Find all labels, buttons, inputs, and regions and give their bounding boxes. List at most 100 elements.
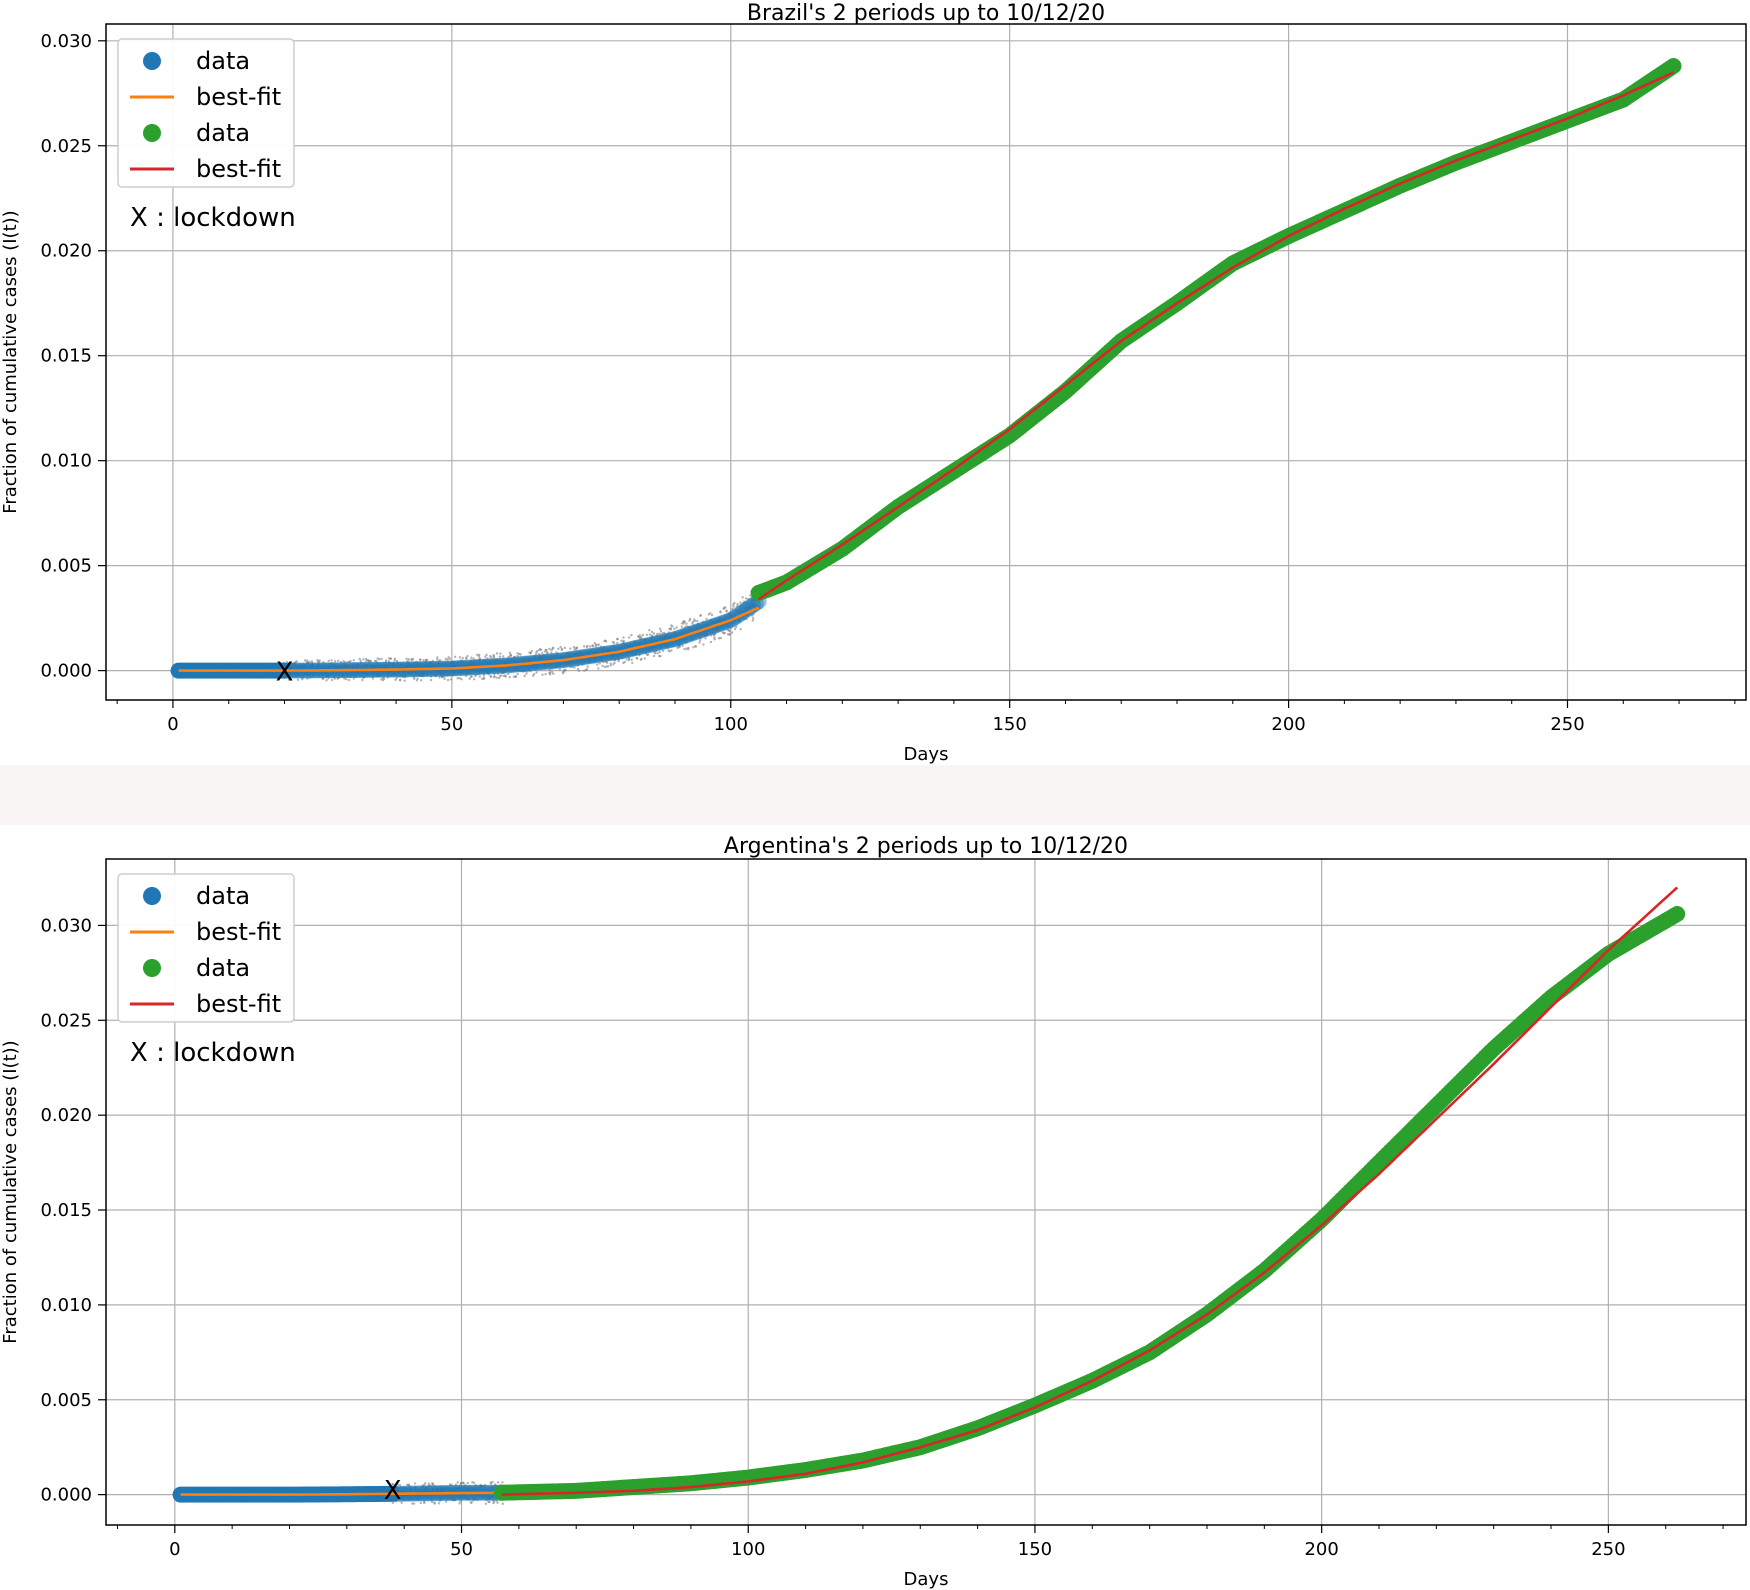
error-point bbox=[659, 635, 663, 639]
error-point bbox=[691, 638, 694, 641]
error-point bbox=[486, 657, 489, 660]
y-tick-label: 0.010 bbox=[40, 451, 92, 472]
error-point bbox=[548, 647, 551, 651]
error-point bbox=[516, 672, 519, 676]
error-point bbox=[736, 605, 739, 608]
error-point bbox=[627, 644, 630, 647]
error-point bbox=[480, 1484, 484, 1488]
error-point bbox=[594, 645, 598, 648]
error-point bbox=[699, 625, 702, 629]
error-point bbox=[303, 673, 306, 676]
error-point bbox=[501, 1502, 505, 1505]
error-point bbox=[413, 1495, 417, 1499]
error-point bbox=[423, 1495, 426, 1498]
x-tick-label: 150 bbox=[1018, 1539, 1052, 1560]
error-point bbox=[407, 672, 411, 675]
error-point bbox=[745, 617, 748, 621]
error-point bbox=[573, 648, 576, 651]
error-point bbox=[638, 653, 641, 657]
error-point bbox=[751, 605, 755, 608]
error-point bbox=[434, 674, 437, 678]
error-point bbox=[423, 1487, 426, 1491]
error-point bbox=[459, 1500, 462, 1503]
error-point bbox=[460, 678, 463, 681]
error-point bbox=[591, 656, 594, 660]
error-point bbox=[630, 658, 633, 661]
error-point bbox=[746, 614, 750, 617]
error-point bbox=[706, 634, 709, 637]
error-point bbox=[296, 678, 300, 681]
error-point bbox=[457, 661, 461, 664]
error-point bbox=[640, 638, 644, 641]
error-point bbox=[695, 627, 699, 631]
plot-frame bbox=[105, 858, 1747, 1526]
x-tick-label: 50 bbox=[440, 714, 463, 735]
legend-marker bbox=[143, 887, 161, 905]
error-point bbox=[536, 663, 539, 667]
error-point bbox=[535, 666, 538, 670]
error-point bbox=[629, 644, 632, 647]
error-point bbox=[354, 675, 358, 679]
error-point bbox=[429, 1484, 432, 1487]
error-point bbox=[543, 655, 546, 658]
error-point bbox=[694, 645, 698, 648]
error-point bbox=[419, 1501, 422, 1505]
error-point bbox=[727, 624, 730, 628]
error-point bbox=[539, 648, 543, 652]
error-point bbox=[680, 622, 684, 625]
plot-area bbox=[170, 57, 1682, 682]
error-point bbox=[344, 670, 348, 674]
error-point bbox=[617, 654, 621, 657]
error-point bbox=[540, 651, 544, 655]
error-point bbox=[739, 610, 742, 614]
error-point bbox=[693, 628, 696, 631]
error-point bbox=[704, 637, 707, 640]
error-point bbox=[375, 674, 378, 677]
error-point bbox=[666, 646, 669, 649]
error-point bbox=[671, 625, 674, 628]
error-point bbox=[551, 667, 554, 670]
error-point bbox=[514, 674, 517, 678]
error-point bbox=[702, 643, 705, 646]
error-point bbox=[634, 641, 637, 644]
error-point bbox=[714, 621, 718, 624]
error-point bbox=[712, 619, 716, 623]
error-point bbox=[453, 1498, 456, 1502]
error-point bbox=[402, 1498, 405, 1501]
error-point bbox=[548, 668, 552, 671]
error-point bbox=[425, 1496, 429, 1499]
error-point bbox=[287, 678, 291, 681]
x-tick-label: 250 bbox=[1550, 714, 1584, 735]
error-point bbox=[669, 628, 672, 631]
error-point bbox=[752, 612, 755, 616]
error-point bbox=[454, 1495, 458, 1498]
error-point bbox=[339, 665, 343, 669]
error-point bbox=[308, 676, 312, 679]
error-point bbox=[392, 662, 395, 666]
error-point bbox=[403, 675, 407, 679]
error-point bbox=[537, 653, 541, 656]
error-point bbox=[403, 679, 406, 682]
error-point bbox=[589, 649, 592, 653]
error-point bbox=[448, 657, 452, 660]
error-point bbox=[437, 662, 440, 665]
error-point bbox=[751, 598, 754, 601]
error-point bbox=[402, 1486, 406, 1489]
error-point bbox=[472, 678, 476, 681]
error-point bbox=[352, 674, 356, 677]
error-point bbox=[316, 664, 319, 667]
error-point bbox=[685, 622, 688, 625]
error-point bbox=[523, 674, 526, 678]
error-point bbox=[406, 659, 409, 663]
error-point bbox=[417, 662, 420, 665]
legend-marker bbox=[143, 124, 161, 142]
error-point bbox=[665, 633, 668, 637]
error-point bbox=[393, 657, 397, 661]
error-point bbox=[376, 666, 379, 669]
error-point bbox=[444, 670, 447, 673]
error-point bbox=[559, 645, 562, 649]
error-point bbox=[450, 678, 453, 681]
error-point bbox=[731, 607, 734, 611]
y-tick-label: 0.020 bbox=[40, 1105, 92, 1126]
axis-ticks: 0 50 100 150 200 250 0.000 0.005 0.010 0.015 0.020… bbox=[40, 915, 1724, 1560]
